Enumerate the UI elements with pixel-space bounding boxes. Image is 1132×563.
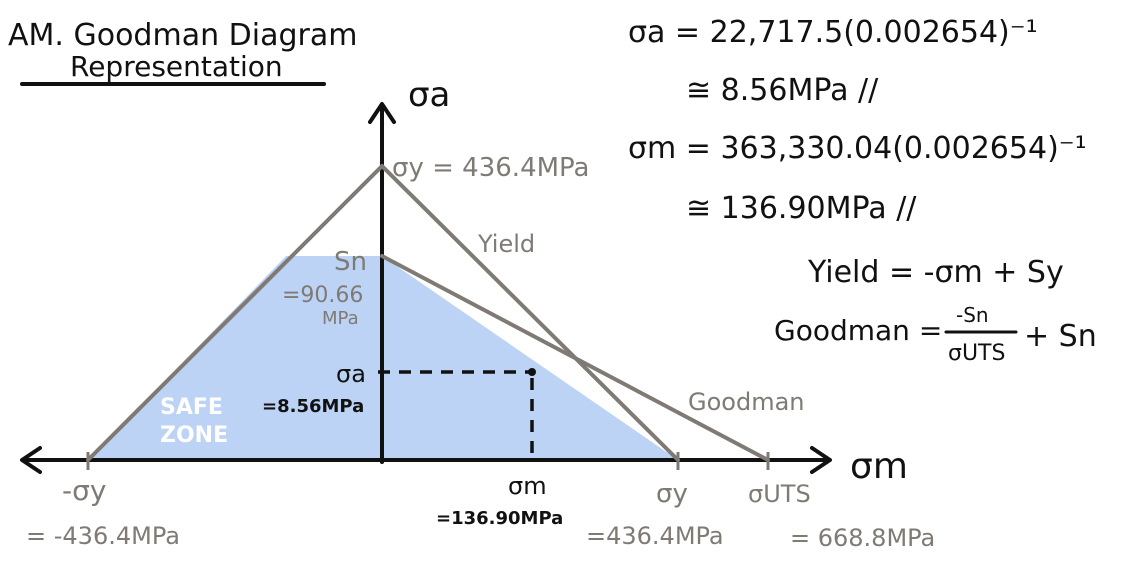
title-line-1: AM. Goodman Diagram xyxy=(8,18,357,53)
goodman-equation-lhs: Goodman = xyxy=(774,314,942,347)
goodman-equation-rhs: + Sn xyxy=(1024,319,1097,354)
title-line-2: Representation xyxy=(70,50,283,83)
sy-right-label: σy xyxy=(656,479,688,509)
neg-sy-value: = -436.4MPa xyxy=(26,522,180,550)
sy-top-label: σy = 436.4MPa xyxy=(392,153,590,183)
operating-point xyxy=(528,368,536,376)
sn-value-1: =90.66 xyxy=(282,283,363,308)
goodman-line xyxy=(380,254,770,462)
x-axis-right-arrow xyxy=(810,446,832,474)
sigma-a-value: =8.56MPa xyxy=(262,396,364,417)
sa-equation-line-1: σa = 22,717.5(0.002654)⁻¹ xyxy=(628,15,1038,50)
sigma-m-point-label: σm xyxy=(508,472,547,500)
yield-equation: Yield = -σm + Sy xyxy=(807,255,1064,290)
y-axis-label: σa xyxy=(408,75,450,115)
sigma-a-point-label: σa xyxy=(336,360,366,388)
neg-sy-label: -σy xyxy=(62,474,106,507)
suts-label: σUTS xyxy=(748,480,811,508)
sn-label: Sn xyxy=(334,247,367,277)
sy-right-value: =436.4MPa xyxy=(586,522,724,550)
safe-zone-label-1: SAFE xyxy=(160,395,223,420)
yield-line-right xyxy=(380,164,680,462)
sigma-m-value: =136.90MPa xyxy=(436,508,563,529)
sm-equation-line-2: ≅ 136.90MPa // xyxy=(686,191,917,226)
suts-value: = 668.8MPa xyxy=(790,524,935,552)
x-axis-left-arrow xyxy=(20,446,42,474)
goodman-line-label: Goodman xyxy=(688,388,805,416)
yield-line-label: Yield xyxy=(477,230,535,258)
yield-line-left xyxy=(86,164,384,462)
goodman-equation-denominator: σUTS xyxy=(948,341,1005,366)
sn-value-2: MPa xyxy=(322,308,359,329)
safe-zone-label-2: ZONE xyxy=(160,423,228,448)
x-axis-label: σm xyxy=(850,446,908,487)
sm-equation-line-1: σm = 363,330.04(0.002654)⁻¹ xyxy=(628,131,1087,166)
sa-equation-line-2: ≅ 8.56MPa // xyxy=(686,73,879,108)
goodman-equation-numerator: -Sn xyxy=(956,303,989,327)
y-axis-arrow xyxy=(368,102,396,124)
